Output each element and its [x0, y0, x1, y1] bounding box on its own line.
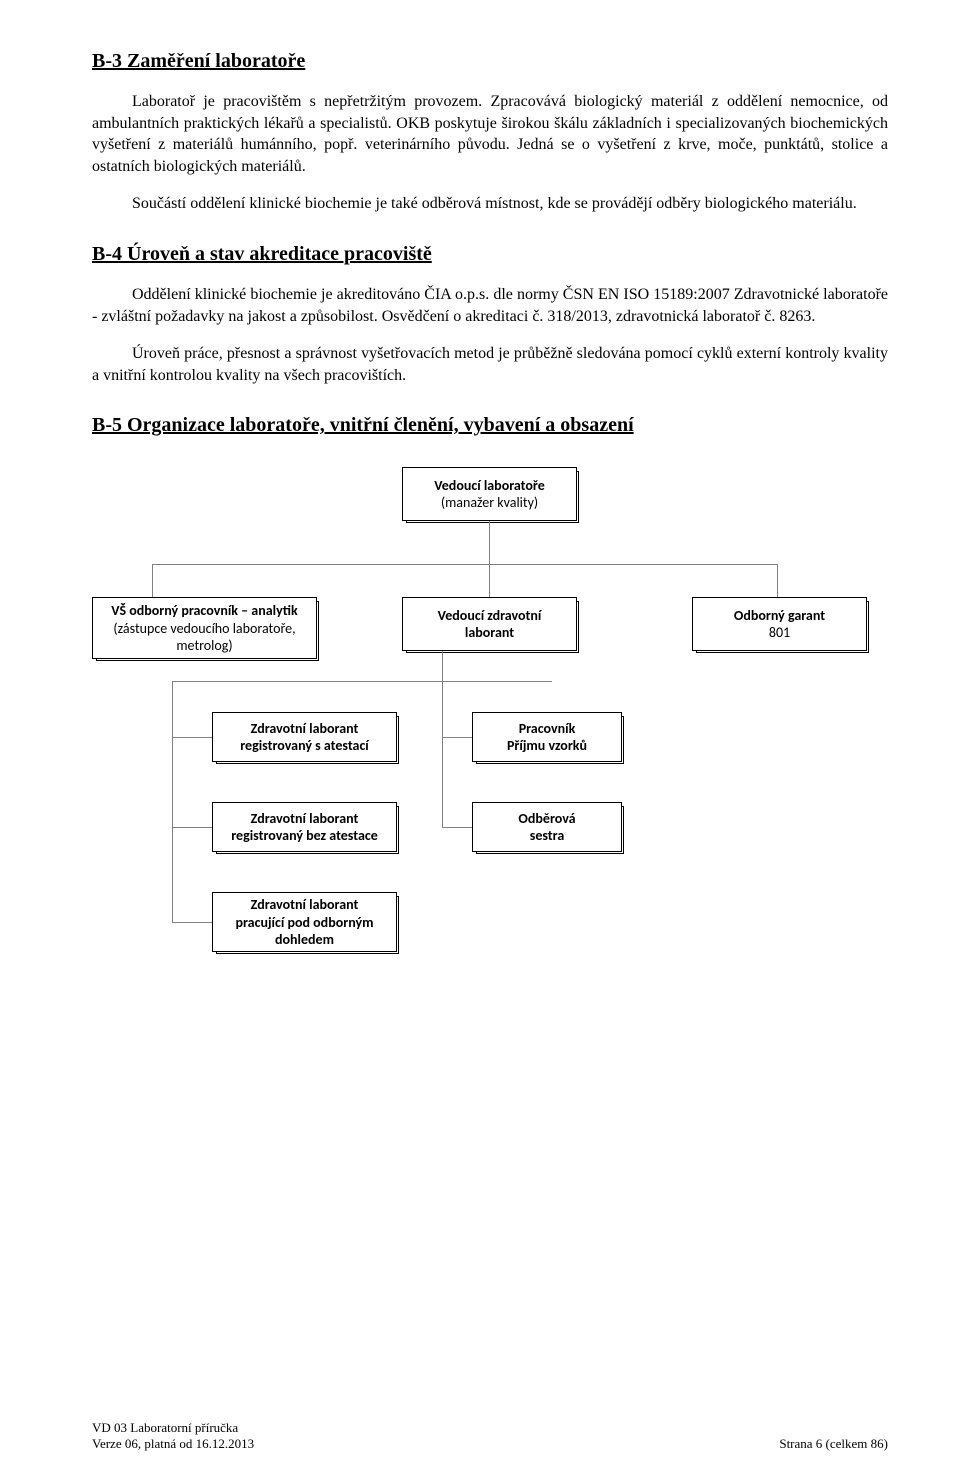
- orgchart-node-label: (manažer kvality): [441, 494, 538, 512]
- orgchart-connector: [777, 564, 778, 597]
- orgchart-node-zl_bezatest: Zdravotní laborantregistrovaný bez atest…: [212, 802, 397, 852]
- orgchart-connector: [172, 681, 173, 922]
- heading-b5: B-5 Organizace laboratoře, vnitřní členě…: [92, 414, 888, 437]
- footer-left: VD 03 Laboratorní příručka Verze 06, pla…: [92, 1420, 254, 1452]
- orgchart-connector: [442, 737, 472, 738]
- orgchart-node-label: Vedoucí laboratoře: [434, 477, 545, 495]
- orgchart-node-label: laborant: [465, 624, 514, 642]
- orgchart-node-label: Zdravotní laborant: [251, 896, 359, 914]
- footer-doc-title: VD 03 Laboratorní příručka: [92, 1420, 254, 1436]
- footer-version: Verze 06, platná od 16.12.2013: [92, 1436, 254, 1452]
- orgchart-container: Vedoucí laboratoře(manažer kvality) VŠ od…: [92, 467, 888, 987]
- orgchart-node-label: Odborný garant: [734, 607, 825, 625]
- orgchart-node-zl_dohled: Zdravotní laborantpracující pod odborným…: [212, 892, 397, 952]
- orgchart-node-label: Vedoucí zdravotní: [438, 607, 542, 625]
- orgchart-node-head: Vedoucí laboratoře(manažer kvality): [402, 467, 577, 521]
- orgchart-node-label: Pracovník: [519, 720, 576, 738]
- orgchart-connector: [172, 922, 212, 923]
- orgchart-node-label: pracující pod odborným: [236, 914, 374, 932]
- orgchart-node-zl_atest: Zdravotní laborantregistrovaný s atestac…: [212, 712, 397, 762]
- orgchart-node-label: 801: [769, 624, 790, 642]
- orgchart-node-label: registrovaný bez atestace: [231, 827, 378, 845]
- orgchart-node-analyst: VŠ odborný pracovník – analytik(zástupce…: [92, 597, 317, 659]
- footer-page-number: Strana 6 (celkem 86): [779, 1436, 888, 1452]
- orgchart-node-label: VŠ odborný pracovník – analytik: [111, 602, 297, 620]
- heading-b3: B-3 Zaměření laboratoře: [92, 50, 888, 73]
- orgchart-node-label: dohledem: [275, 931, 334, 949]
- page-footer: VD 03 Laboratorní příručka Verze 06, pla…: [92, 1420, 888, 1452]
- para-b3-1: Laboratoř je pracovištěm s nepřetržitým …: [92, 91, 888, 177]
- orgchart-connector: [172, 827, 212, 828]
- orgchart-connector: [489, 521, 490, 564]
- para-b4-2: Úroveň práce, přesnost a správnost vyšet…: [92, 343, 888, 386]
- orgchart-node-garant: Odborný garant801: [692, 597, 867, 651]
- orgchart-connector: [489, 564, 490, 597]
- orgchart-node-label: sestra: [530, 827, 565, 845]
- orgchart-node-prijem: PracovníkPříjmu vzorků: [472, 712, 622, 762]
- orgchart-connector: [152, 564, 153, 597]
- para-b3-2: Součástí oddělení klinické biochemie je …: [92, 193, 888, 215]
- orgchart-node-label: Zdravotní laborant: [251, 720, 359, 738]
- orgchart-node-label: metrolog): [176, 637, 232, 655]
- orgchart-connector: [442, 681, 443, 827]
- orgchart-node-vedlab: Vedoucí zdravotnílaborant: [402, 597, 577, 651]
- orgchart-connector: [442, 827, 472, 828]
- heading-b4: B-4 Úroveň a stav akreditace pracoviště: [92, 243, 888, 266]
- orgchart-connector: [172, 737, 212, 738]
- orgchart-connector: [442, 651, 443, 681]
- orgchart-connector: [152, 564, 777, 565]
- orgchart-node-label: (zástupce vedoucího laboratoře,: [113, 620, 295, 638]
- orgchart-connector: [172, 681, 552, 682]
- orgchart-node-label: registrovaný s atestací: [240, 737, 369, 755]
- orgchart-node-label: Příjmu vzorků: [507, 737, 587, 755]
- orgchart-node-sestra: Odběrovásestra: [472, 802, 622, 852]
- orgchart-node-label: Odběrová: [518, 810, 575, 828]
- para-b4-1: Oddělení klinické biochemie je akreditov…: [92, 284, 888, 327]
- orgchart-node-label: Zdravotní laborant: [251, 810, 359, 828]
